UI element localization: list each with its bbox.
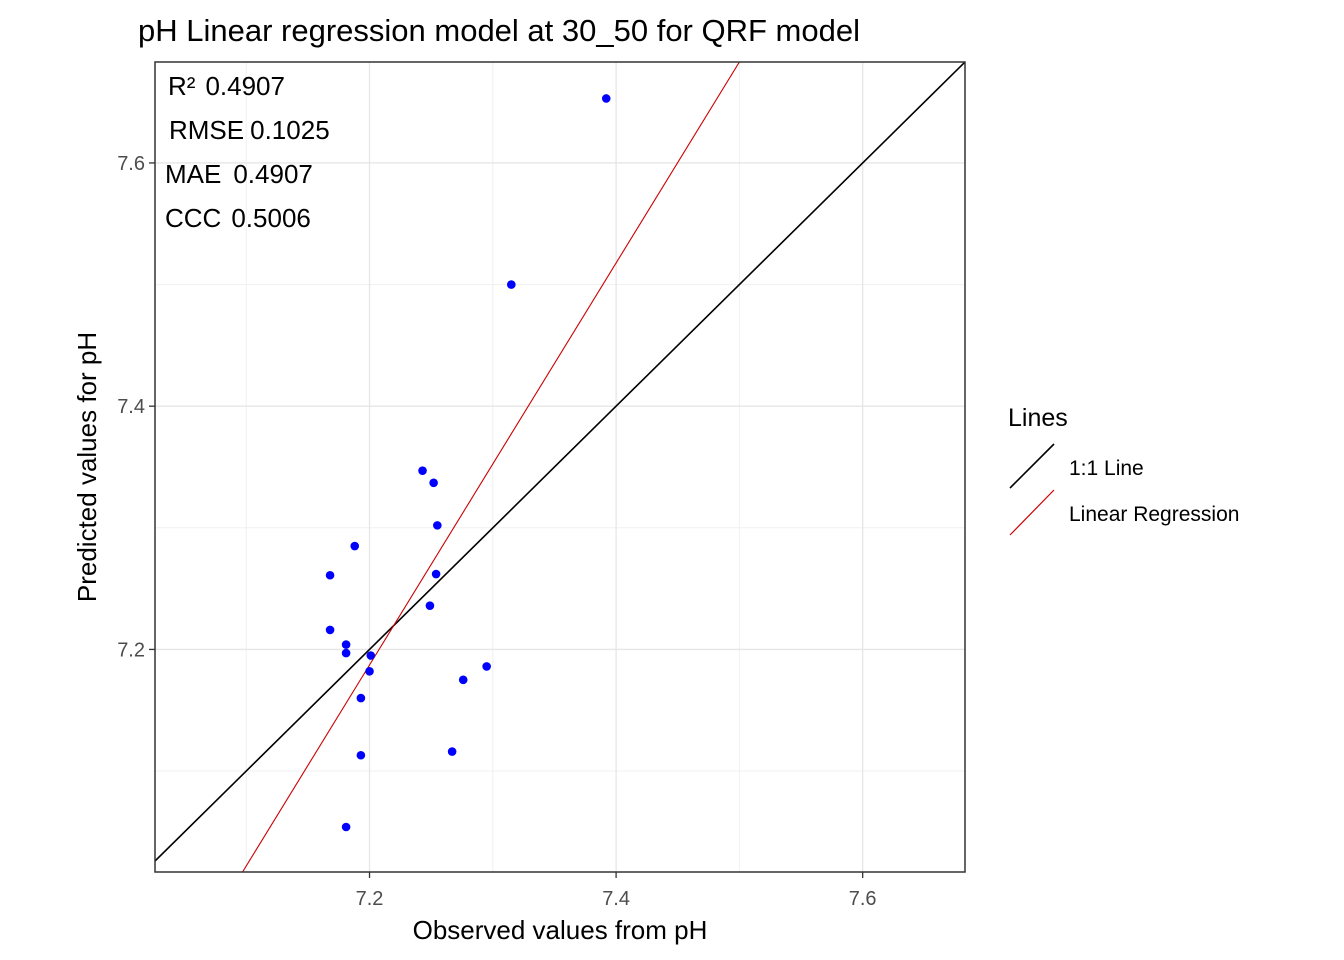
x-tick-label: 7.2	[356, 888, 384, 910]
y-tick-label: 7.4	[117, 396, 145, 418]
data-point	[425, 601, 435, 610]
data-point	[356, 693, 366, 703]
metric-r2-value: 0.4907	[205, 71, 285, 101]
grid	[155, 62, 965, 872]
data-point	[507, 280, 516, 289]
x-axis-title: Observed values from pH	[413, 915, 708, 945]
legend: Lines 1:1 Line Linear Regression	[1008, 404, 1239, 536]
data-point	[366, 651, 376, 660]
data-points	[325, 94, 611, 832]
metrics-annotation: R² 0.4907 RMSE 0.1025 MAE 0.4907 CCC 0.5006	[165, 71, 330, 233]
data-point	[447, 747, 457, 756]
legend-key-linear-regression	[1009, 489, 1055, 536]
data-point	[458, 675, 468, 685]
y-axis-title: Predicted values for pH	[72, 332, 102, 602]
data-point	[429, 478, 438, 488]
data-point	[365, 667, 374, 676]
metric-r2: R² 0.4907	[168, 71, 285, 101]
data-point	[482, 662, 491, 671]
data-point	[325, 625, 335, 635]
metric-mae-value: 0.4907	[233, 159, 313, 189]
data-point	[433, 521, 442, 530]
metric-r2-label: R²	[168, 71, 196, 101]
regression-line	[242, 62, 740, 872]
legend-label-1-1-line: 1:1 Line	[1069, 457, 1144, 480]
x-tick-label: 7.6	[849, 888, 877, 910]
data-point	[341, 822, 351, 832]
one-to-one-line	[155, 62, 965, 862]
lines	[155, 62, 965, 872]
data-point	[601, 94, 611, 103]
metric-mae: MAE 0.4907	[165, 159, 313, 189]
data-point	[341, 640, 351, 649]
metric-rmse: RMSE 0.1025	[169, 115, 330, 145]
metric-ccc-label: CCC	[165, 203, 221, 233]
metric-rmse-value: 0.1025	[250, 115, 330, 145]
x-tick-label: 7.4	[602, 888, 630, 910]
legend-key-1-1-line	[1009, 443, 1055, 489]
axis-ticks: 7.2 7.4 7.6 7.2 7.4 7.6	[117, 153, 876, 910]
metric-ccc-value: 0.5006	[231, 203, 311, 233]
data-point	[350, 541, 360, 551]
data-point	[356, 750, 366, 760]
y-tick-label: 7.2	[117, 639, 145, 661]
plot-panel-border	[154, 61, 966, 873]
chart-title: pH Linear regression model at 30_50 for …	[138, 13, 860, 48]
legend-label-linear-regression: Linear Regression	[1069, 503, 1239, 526]
metric-mae-label: MAE	[165, 159, 221, 189]
legend-title: Lines	[1008, 404, 1068, 432]
metric-ccc: CCC 0.5006	[165, 203, 311, 233]
data-point	[431, 569, 441, 579]
data-point	[325, 570, 335, 580]
data-point	[341, 648, 351, 658]
data-point	[418, 466, 427, 475]
y-tick-label: 7.6	[117, 153, 145, 175]
metric-rmse-label: RMSE	[169, 115, 244, 145]
